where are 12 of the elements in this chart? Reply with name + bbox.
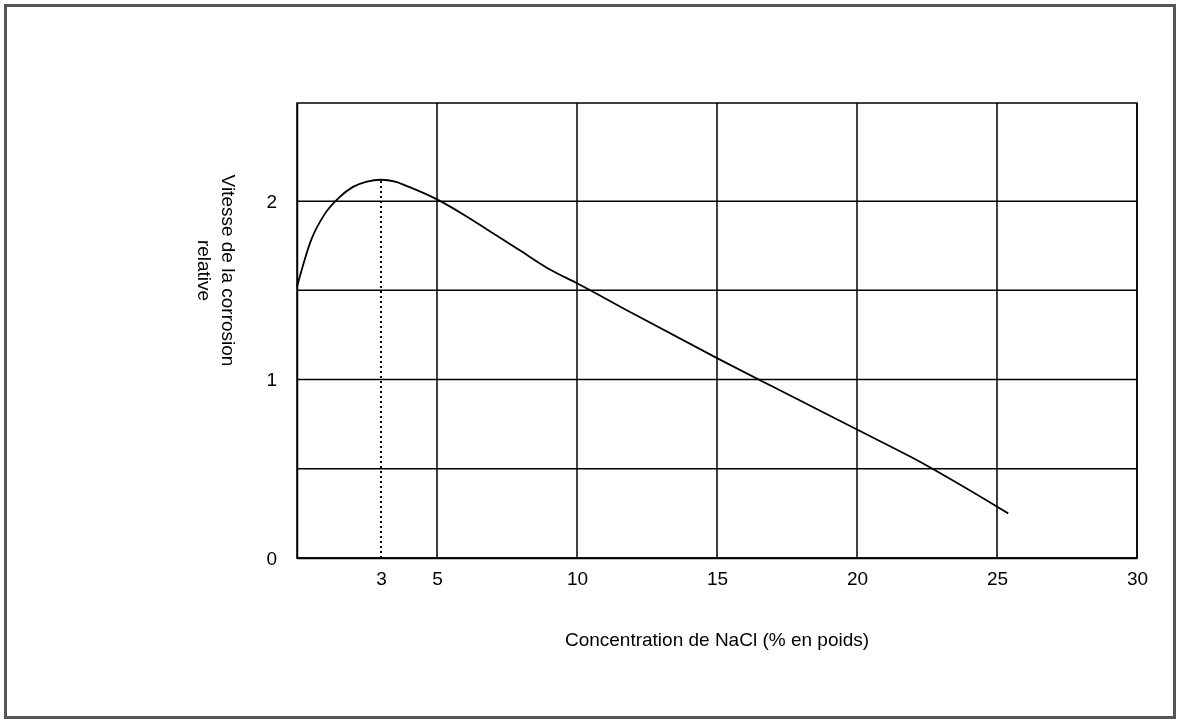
x-tick-label: 20 — [846, 568, 869, 590]
x-tick-label: 25 — [986, 568, 1009, 590]
y-tick-label: 0 — [266, 547, 277, 569]
x-axis-title: Concentration de NaCl (% en poids) — [564, 629, 870, 650]
x-tick-label: 30 — [1126, 568, 1149, 590]
x-tick-label: 10 — [566, 568, 589, 590]
y-tick-label: 2 — [266, 190, 277, 212]
y-axis-title: Vitesse de la corrosion relative — [194, 174, 239, 367]
x-tick-label: 15 — [706, 568, 729, 590]
x-tick-label: 5 — [432, 568, 443, 590]
y-tick-label: 1 — [266, 369, 277, 391]
x-tick-label: 3 — [376, 568, 387, 590]
